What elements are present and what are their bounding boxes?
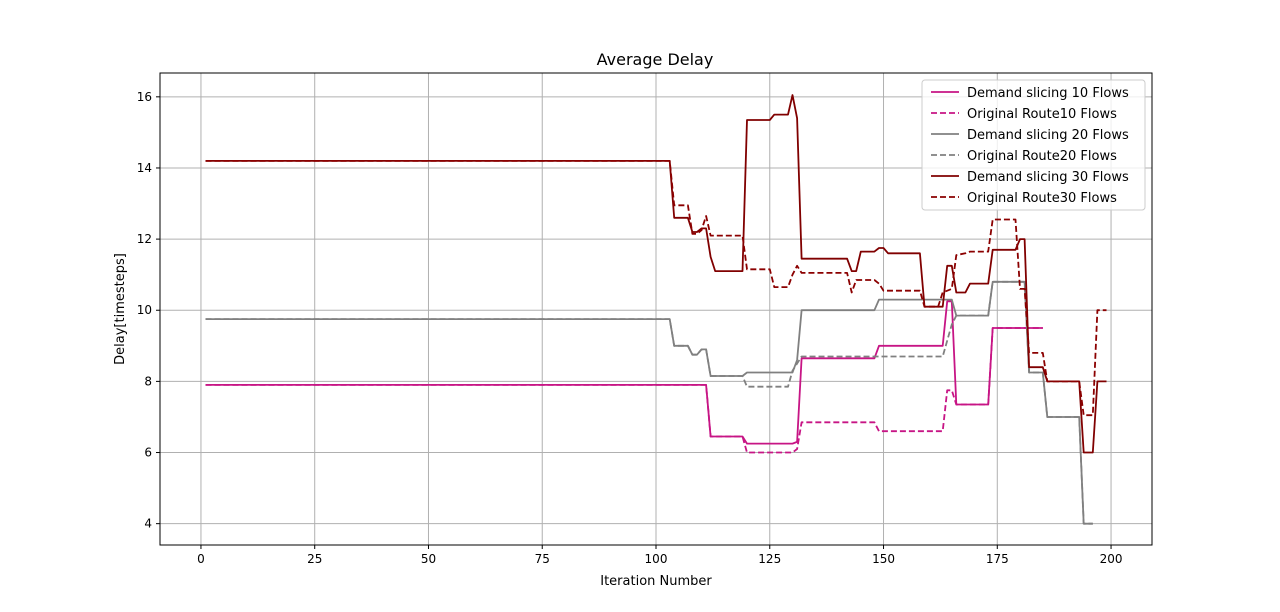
series-line-3 — [205, 280, 1093, 525]
legend-frame — [921, 79, 1146, 211]
grid — [160, 73, 1152, 545]
x-tick-label: 75 — [535, 552, 550, 566]
y-tick-label: 12 — [137, 232, 152, 246]
series-line-6 — [205, 159, 1107, 417]
x-tick-label: 125 — [758, 552, 781, 566]
x-tick-label: 25 — [307, 552, 322, 566]
x-tick-label: 175 — [986, 552, 1009, 566]
series-line-2 — [205, 327, 1043, 454]
series-line-4 — [205, 280, 1093, 525]
x-tick-label: 200 — [1100, 552, 1123, 566]
x-tick-label: 50 — [421, 552, 436, 566]
series-lines — [205, 94, 1107, 525]
legend-label: Original Route20 Flows — [967, 149, 1117, 164]
y-tick-label: 4 — [144, 517, 152, 531]
x-tick-label: 0 — [197, 552, 205, 566]
x-tick-label: 100 — [645, 552, 668, 566]
legend-label: Demand slicing 10 Flows — [967, 86, 1129, 101]
axis-ticks: 0 25 50 75 100 125 150 175 200 4 6 8 10 12 14 16 — [137, 90, 1123, 566]
legend-label: Original Route30 Flows — [967, 191, 1117, 206]
y-tick-label: 8 — [144, 374, 152, 388]
y-tick-label: 16 — [137, 90, 152, 104]
legend-label: Demand slicing 20 Flows — [967, 128, 1129, 143]
x-axis-title: Iteration Number — [600, 574, 712, 589]
y-tick-label: 6 — [144, 446, 152, 460]
series-line-5 — [205, 94, 1107, 454]
y-tick-label: 10 — [137, 303, 152, 317]
legend-label: Demand slicing 30 Flows — [967, 170, 1129, 185]
y-axis-title: Delay[timesteps] — [113, 253, 128, 365]
chart-title: Average Delay — [597, 50, 714, 69]
x-tick-label: 150 — [872, 552, 895, 566]
series-line-1 — [205, 300, 1043, 445]
legend: Demand slicing 10 Flows Original Route10 … — [921, 79, 1146, 211]
y-tick-label: 14 — [137, 161, 152, 175]
legend-label: Original Route10 Flows — [967, 107, 1117, 122]
